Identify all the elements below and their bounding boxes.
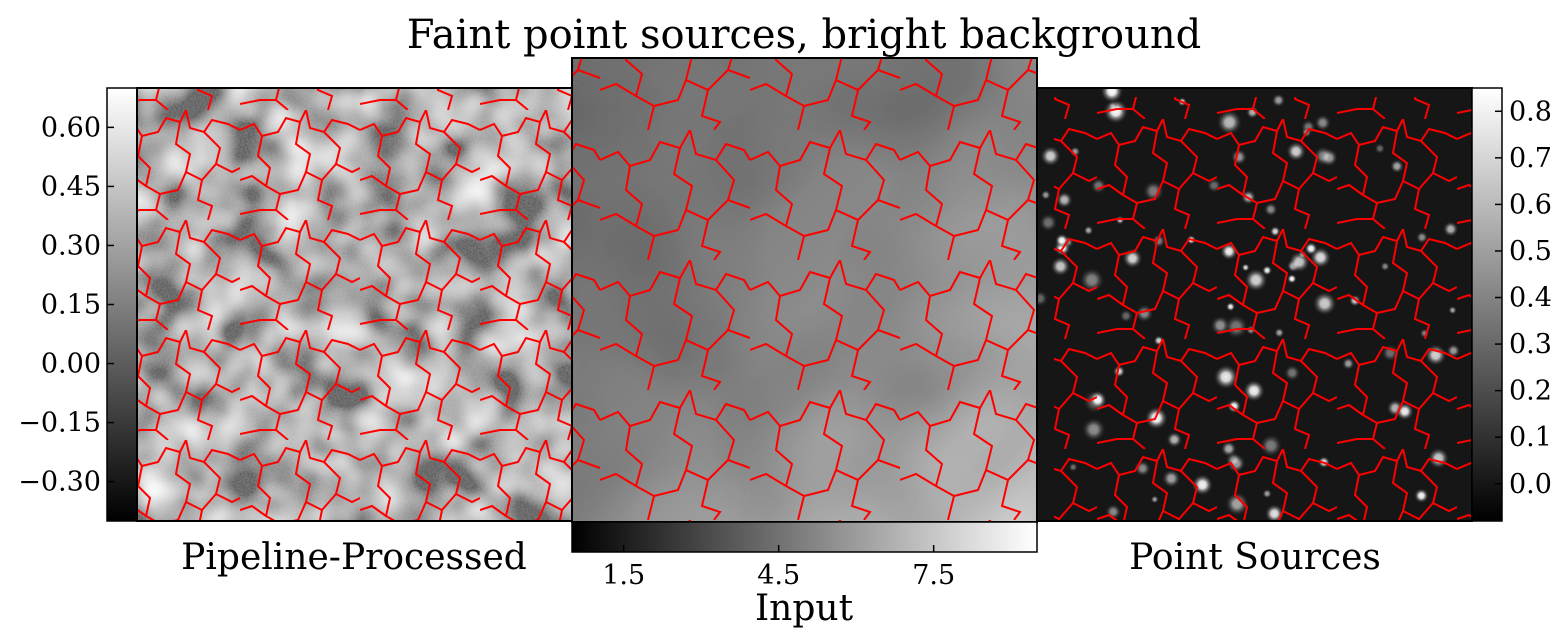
colorbar-right-tick-label: 0.7 xyxy=(1509,143,1552,174)
colorbar-bottom-tick-label: 7.5 xyxy=(912,560,955,591)
colorbar-bottom-ticks: 1.5 4.5 7.5 xyxy=(602,545,955,591)
colorbar-right-tick-label: 0.1 xyxy=(1509,422,1552,453)
colorbar-right-tick-label: 0.2 xyxy=(1509,376,1552,407)
point-source xyxy=(1037,290,1049,307)
panel-label-pipeline-processed: Pipeline-Processed xyxy=(181,537,527,578)
colorbar-left-tick-label: 0.15 xyxy=(41,290,101,321)
colorbar-right-tick-label: 0.4 xyxy=(1509,283,1552,314)
panel-label-input: Input xyxy=(755,588,854,629)
colorbar-left-tick-label: 0.30 xyxy=(41,230,101,261)
chart-title: Faint point sources, bright background xyxy=(407,12,1202,58)
panel-input: 1.5 4.5 7.5 Input xyxy=(571,57,1038,629)
panel-label-point-sources: Point Sources xyxy=(1129,537,1381,578)
point-source xyxy=(1038,213,1058,233)
colorbar-bottom xyxy=(571,521,1038,553)
colorbar-right-ticks: 0.0 0.1 0.2 0.3 0.4 0.5 0.6 0.7 0.8 xyxy=(1495,96,1552,500)
colorbar-bottom-tick-label: 4.5 xyxy=(757,560,800,591)
image-pipeline-processed xyxy=(137,88,572,521)
colorbar-right-tick-label: 0.6 xyxy=(1509,189,1552,220)
colorbar-right xyxy=(1471,87,1503,522)
colorbar-left-tick-label: 0.00 xyxy=(41,349,101,380)
colorbar-right-tick-label: 0.5 xyxy=(1509,236,1552,267)
colorbar-left-ticks: −0.30 −0.15 0.00 0.15 0.30 0.45 0.60 xyxy=(18,112,114,498)
image-point-sources xyxy=(1037,88,1472,521)
point-source xyxy=(1040,189,1051,201)
colorbar-left-tick-label: −0.15 xyxy=(18,408,101,439)
colorbar-left-tick-label: 0.60 xyxy=(41,112,101,143)
colorbar-bottom-tick-label: 1.5 xyxy=(602,560,645,591)
colorbar-left-tick-label: 0.45 xyxy=(41,171,101,202)
colorbar-right-tick-label: 0.8 xyxy=(1509,96,1552,127)
panel-point-sources: 0.0 0.1 0.2 0.3 0.4 0.5 0.6 0.7 0.8 Point Source… xyxy=(1036,87,1552,578)
colorbar-right-tick-label: 0.0 xyxy=(1509,469,1552,500)
image-input xyxy=(572,58,1037,522)
panel-pipeline-processed: −0.30 −0.15 0.00 0.15 0.30 0.45 0.60 Pipeline-… xyxy=(18,87,573,578)
colorbar-right-tick-label: 0.3 xyxy=(1509,329,1552,360)
colorbar-left-tick-label: −0.30 xyxy=(18,467,101,498)
